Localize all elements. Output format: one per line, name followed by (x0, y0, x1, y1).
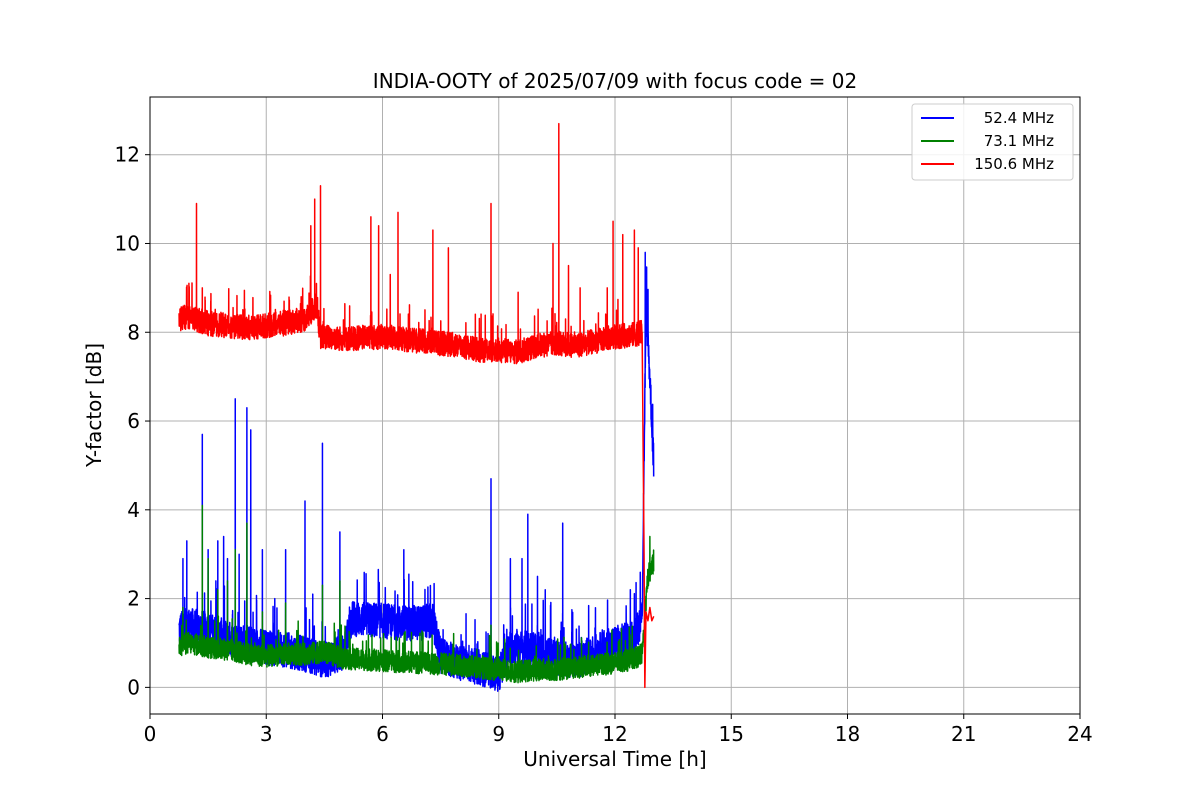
y-tick-label: 10 (115, 231, 140, 255)
series-line (178, 122, 655, 689)
legend-item: 73.1 MHz (921, 132, 1054, 150)
x-tick-label: 6 (376, 722, 389, 746)
x-tick-label: 12 (602, 722, 627, 746)
y-axis-ticks: 0 2 4 6 8 10 12 (115, 143, 150, 699)
y-tick-label: 0 (127, 675, 140, 699)
x-tick-label: 18 (835, 722, 860, 746)
x-axis-label: Universal Time [h] (523, 747, 706, 771)
x-tick-label: 24 (1067, 722, 1092, 746)
legend: 52.4 MHz 73.1 MHz 150.6 MHz (911, 103, 1074, 181)
x-tick-label: 0 (144, 722, 157, 746)
series-layer (178, 122, 655, 692)
x-axis-ticks: 0 3 6 9 12 15 18 21 24 (144, 714, 1093, 746)
series-2 (178, 122, 655, 689)
y-tick-label: 8 (127, 320, 140, 344)
series-line (178, 504, 655, 684)
chart-title: INDIA-OOTY of 2025/07/09 with focus code… (373, 69, 857, 93)
series-1 (178, 504, 655, 684)
x-tick-label: 21 (951, 722, 976, 746)
legend-label: 73.1 MHz (984, 132, 1054, 150)
x-tick-label: 9 (492, 722, 505, 746)
y-axis-label: Y-factor [dB] (82, 343, 106, 468)
legend-item: 150.6 MHz (921, 155, 1054, 173)
legend-label: 150.6 MHz (974, 155, 1054, 173)
y-tick-label: 6 (127, 409, 140, 433)
legend-item: 52.4 MHz (921, 109, 1054, 127)
legend-frame (911, 103, 1074, 181)
legend-label: 52.4 MHz (984, 109, 1054, 127)
x-tick-label: 15 (719, 722, 744, 746)
x-tick-label: 3 (260, 722, 273, 746)
y-tick-label: 12 (115, 143, 140, 167)
y-tick-label: 2 (127, 587, 140, 611)
y-tick-label: 4 (127, 498, 140, 522)
